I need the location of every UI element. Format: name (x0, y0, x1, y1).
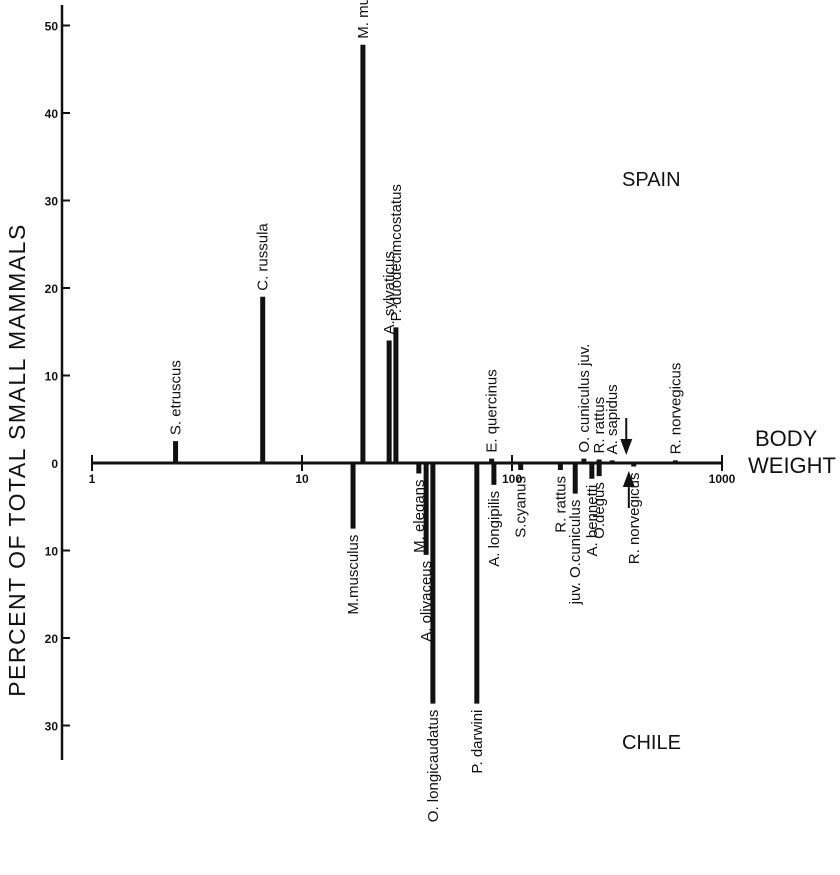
chile-label-r-rattus: R. rattus (552, 476, 569, 533)
y-tick-label-bottom: 30 (45, 720, 59, 734)
spain-label-e-quercinus: E. quercinus (484, 369, 501, 452)
y-tick-label-top: 50 (45, 20, 59, 34)
x-tick-label: 100 (502, 472, 522, 486)
y-tick-label-top: 30 (45, 195, 59, 209)
chile-label-a-olivaceus: A. olivaceus (418, 561, 435, 642)
chile-label-p-darwini: P. darwini (469, 710, 486, 774)
chile-bar-r-rattus (557, 463, 563, 470)
chile-bar-o-degus (596, 463, 602, 477)
spain-bar-m-musculus (360, 44, 366, 463)
spain-bar-r-norvegicus (672, 460, 678, 463)
chile-bar-r-norvegicus (631, 463, 637, 467)
spain-bar-a-sapidus (609, 460, 615, 463)
chile-label-m-musculus: M.musculus (345, 535, 362, 615)
x-axis: 1 10 100 1000 (89, 455, 736, 486)
chile-bar-a-bennetti (589, 463, 595, 479)
y-axis-title: PERCENT OF TOTAL SMALL MAMMALS (4, 223, 30, 697)
x-axis-title-line2: WEIGHT (748, 453, 836, 478)
chile-label-r-norvegicus: R. norvegicus (626, 473, 643, 565)
arrow-up-icon (622, 471, 635, 487)
spain-label-s-etruscus: S. etruscus (168, 360, 185, 435)
x-tick-label: 10 (295, 472, 309, 486)
chile-label-o-longicaudatus: O. longicaudatus (425, 710, 442, 823)
y-tick-label-top: 10 (45, 370, 59, 384)
chile-label-s-cyanus: S.cyanus (513, 476, 530, 538)
y-axis: 0 10 20 30 40 50 10 20 30 (45, 5, 70, 760)
top-panel-label: SPAIN (622, 169, 681, 191)
arrow-down-icon (620, 439, 633, 455)
chile-bar-a-longipilis (491, 463, 497, 485)
x-axis-title-line1: BODY (755, 426, 818, 451)
x-tick-label: 1 (89, 472, 96, 486)
spain-bar-p-duodecimcostatus (393, 327, 399, 463)
spain-bar-r-rattus (596, 459, 602, 463)
bottom-panel-label: CHILE (622, 732, 681, 754)
spain-label-p-duodecimcostatus: P. duodecimcostatus (388, 184, 405, 321)
y-tick-label-bottom: 10 (45, 545, 59, 559)
chile-bar-m-elegans (416, 463, 422, 474)
chile-label-o-degus: O.degus (591, 482, 608, 539)
bars (173, 44, 678, 704)
spain-label-m-musculus: M. musculus (355, 0, 372, 39)
chile-label-a-bennetti: A. bennetti (584, 485, 601, 557)
spain-bar-c-russula (260, 296, 266, 463)
chile-label-m-elegans: M. elegans (411, 480, 428, 553)
spain-bar-s-etruscus (173, 441, 179, 463)
y-tick-label-top: 20 (45, 282, 59, 296)
chile-bar-p-darwini (474, 463, 480, 704)
spain-label-c-russula: C. russula (255, 223, 272, 291)
arrows (620, 418, 635, 508)
spain-label-o-cuniculus-juv: O. cuniculus juv. (576, 344, 593, 453)
spain-label-r-rattus: R. rattus (591, 397, 608, 454)
spain-label-a-sapidus: A. sapidus (604, 384, 621, 454)
spain-bar-e-quercinus (489, 458, 495, 463)
species-labels: S. etruscus C. russula M. musculus A. sylva… (168, 0, 685, 822)
chile-bar-a-olivaceus (423, 463, 429, 555)
spain-bar-a-sylvaticus (386, 340, 392, 463)
y-tick-label-top: 40 (45, 107, 59, 121)
spain-bar-o-cuniculus-juv (581, 458, 587, 463)
chile-label-a-longipilis: A. longipilis (486, 491, 503, 567)
y-tick-label-bottom: 20 (45, 632, 59, 646)
spain-label-r-norvegicus: R. norvegicus (667, 363, 684, 455)
chile-bar-juv-o-cuniculus (572, 463, 578, 494)
chile-bar-s-cyanus (518, 463, 524, 470)
chile-bar-m-musculus (350, 463, 356, 529)
x-tick-label: 1000 (709, 472, 736, 486)
spain-label-a-sylvaticus: A. sylvaticus (381, 251, 398, 334)
y-tick-label-top: 0 (51, 457, 58, 471)
chile-bar-o-longicaudatus (430, 463, 436, 704)
chile-label-juv-o-cuniculus: juv. O.cuniculus (567, 500, 584, 606)
